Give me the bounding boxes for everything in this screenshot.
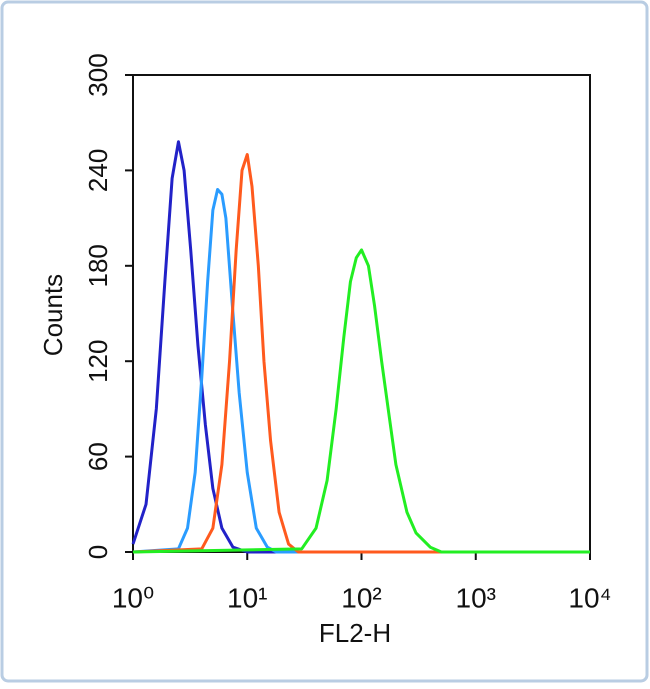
y-tick-label: 240 (83, 149, 113, 192)
y-tick-label: 60 (83, 442, 113, 471)
x-axis-label: FL2-H (319, 618, 391, 648)
series-line (132, 187, 590, 554)
y-tick-label: 300 (83, 53, 113, 96)
series-line (132, 153, 590, 554)
x-tick-label: 10³ (456, 582, 496, 613)
y-axis-label: Counts (38, 274, 68, 356)
y-tick-label: 120 (83, 340, 113, 383)
x-tick-label: 10² (341, 582, 381, 613)
x-tick-label: 10⁰ (112, 582, 154, 613)
series-line (132, 248, 590, 554)
x-tick-label: 10⁴ (568, 582, 611, 613)
x-tick-label: 10¹ (227, 582, 267, 613)
y-tick-label: 180 (83, 244, 113, 287)
series-line (131, 140, 590, 554)
y-tick-label: 0 (83, 545, 113, 559)
